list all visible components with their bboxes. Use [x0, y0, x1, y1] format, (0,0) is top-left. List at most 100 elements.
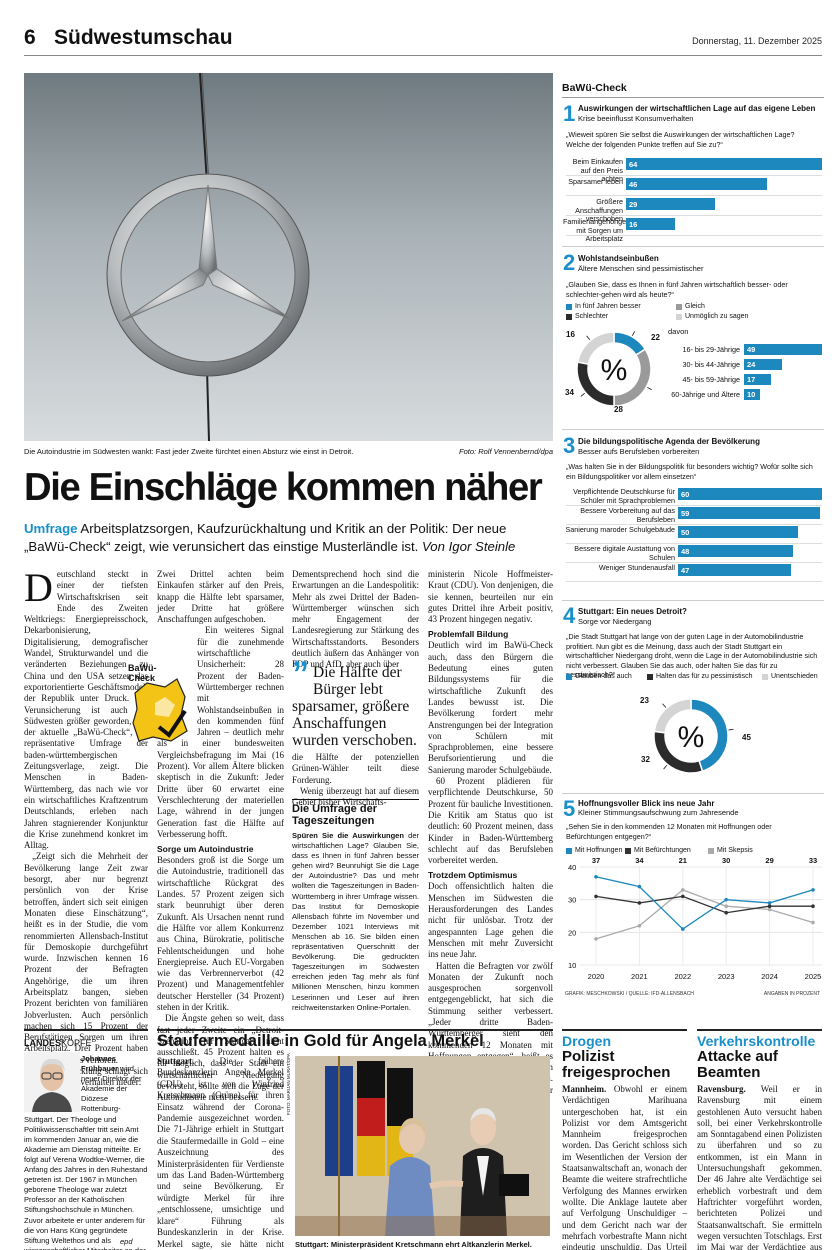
- issue-date: Donnerstag, 11. Dezember 2025: [692, 36, 822, 46]
- section-title: Hoffnungsvoller Blick ins neue Jahr: [578, 799, 715, 808]
- drogen-kicker: Drogen: [562, 1033, 611, 1049]
- section-number: 1: [563, 101, 576, 126]
- bar-label: 60-Jährige und Ältere: [671, 390, 740, 399]
- paragraph: Zwei Drittel achten beim Einkaufen stärk…: [157, 569, 284, 625]
- paragraph: Doch offensichtlich halten die Menschen …: [428, 881, 553, 960]
- photo-credit: Foto: Rolf Vennenbernd/dpa: [459, 447, 553, 456]
- y-tick-label: 30: [568, 896, 576, 905]
- source-tag: epd: [120, 1237, 133, 1246]
- x-tick-label: 2025: [805, 972, 822, 981]
- legend-label: Halten das für zu pessimistisch: [656, 673, 753, 680]
- bar: 10: [744, 389, 760, 400]
- paragraph: Besonders groß ist die Sorge um die Auto…: [157, 855, 284, 1012]
- bar-label: Familienangehörige mit Sorgen um Arbeits…: [563, 217, 627, 244]
- section-title: Die bildungspolitische Agenda der Bevölk…: [578, 437, 760, 446]
- legend-swatch: [708, 847, 714, 854]
- divider: [562, 429, 824, 430]
- paragraph: die Hälfte der potenziellen Grünen-Wähle…: [292, 752, 419, 785]
- legend-label: Mit Hoffnungen: [575, 847, 623, 854]
- caption-text: Die Autoindustrie im Südwesten wankt: Fa…: [24, 447, 354, 456]
- legend-swatch: [566, 847, 572, 854]
- pie-value-label: 23: [640, 696, 649, 705]
- bar: 48: [678, 545, 794, 557]
- series-line: [595, 889, 814, 940]
- legend-swatch: [566, 673, 572, 680]
- bar: 49: [744, 344, 822, 355]
- pie-leader: [728, 728, 734, 731]
- legend-label: Mit Befürchtungen: [634, 847, 691, 854]
- pie-center-symbol: %: [678, 721, 705, 754]
- y-tick-label: 20: [568, 928, 576, 937]
- bar-label: Verpflichtende Deutschkurse für Schüler …: [573, 487, 675, 505]
- y-tick-label: 10: [568, 961, 576, 970]
- paragraph: 60 Prozent plädieren für verpflichtende …: [428, 776, 553, 866]
- section-number: 2: [563, 250, 576, 275]
- legend-swatch: [762, 673, 768, 680]
- pie-value-label: 22: [651, 333, 660, 342]
- bar: 60: [678, 488, 822, 500]
- merkel-story-text: Stuttgart. Die frühere Bundeskanzlerin A…: [157, 1056, 284, 1250]
- x-tick-label: 2023: [718, 972, 735, 981]
- pie-value-label: 32: [641, 755, 650, 764]
- bar: 59: [678, 507, 820, 519]
- x-tick-label: 2021: [631, 972, 648, 981]
- quote-mark-icon: ”: [292, 655, 309, 693]
- series-line: [595, 895, 813, 914]
- data-point: [811, 888, 815, 892]
- legend-label: Mit Skepsis: [717, 847, 753, 854]
- bar-label: Sanierung maroder Schulgebäude: [565, 525, 676, 534]
- paragraph: eutschland steckt in einer der tiefsten …: [24, 569, 148, 851]
- bar-label: Bessere digitale Austattung von Schulen: [574, 544, 675, 562]
- survey-box-title: Die Umfrage der Tageszeitungen: [292, 803, 377, 827]
- legend-swatch: [676, 303, 682, 310]
- divider: [562, 600, 824, 601]
- legend-swatch: [676, 313, 682, 320]
- legend-label: Gleich: [685, 303, 705, 310]
- bar-label: Beim Einkaufen auf den Preis achten: [572, 157, 623, 184]
- photo-caption: Die Autoindustrie im Südwesten wankt: Fa…: [24, 447, 553, 456]
- legend-item: Mit Befürchtungen: [625, 847, 691, 854]
- bar-label: 30- bis 44-Jährige: [682, 360, 740, 369]
- merkel-photo: [295, 1056, 550, 1236]
- subheading: Trotzdem Optimismus: [428, 870, 518, 881]
- paragraph: Ein weiteres Signal für die zunehmende w…: [157, 625, 284, 839]
- survey-box-lead: Spüren Sie die Auswirkungen: [292, 831, 404, 840]
- legend-label: Unmöglich zu sagen: [685, 313, 749, 320]
- graphic-credit: GRAFIK: MESCHKOWSKI / QUELLE: IFD-ALLENS…: [565, 991, 694, 997]
- pie-leader: [662, 703, 667, 708]
- section-subtitle: Ältere Menschen sind pessimistischer: [578, 264, 704, 273]
- paragraph: Dementsprechend hoch sind die Erwartunge…: [292, 569, 419, 670]
- pie-leader: [663, 765, 668, 770]
- section-question: „Was halten Sie in der Bildungspolitik f…: [566, 462, 813, 481]
- pie-slice: [653, 698, 692, 734]
- section-question: „Sehen Sie in den kommenden 12 Monaten m…: [566, 822, 772, 841]
- verkehr-text: Ravensburg. Weil er in Ravensburg mit ei…: [697, 1084, 822, 1250]
- bar: 17: [744, 374, 772, 385]
- data-label: 30: [722, 856, 730, 865]
- gridline: [566, 581, 822, 582]
- merkel-photo-caption: Stuttgart: Ministerpräsident Kretschmann…: [295, 1240, 532, 1249]
- section-title: Stuttgart: Ein neues Detroit?: [578, 607, 687, 616]
- legend-label: Schlechter: [575, 313, 609, 320]
- x-tick-label: 2024: [761, 972, 778, 981]
- pie-slice: [576, 361, 615, 407]
- data-label: 29: [765, 856, 773, 865]
- article-column-3: Dementsprechend hoch sind die Erwartunge…: [292, 569, 419, 671]
- gridline: [566, 505, 822, 506]
- divider: [562, 793, 824, 794]
- drogen-text: Mannheim. Obwohl er einem Verdächtigen M…: [562, 1084, 687, 1250]
- data-point: [811, 920, 815, 925]
- data-point: [594, 894, 598, 899]
- legend-label: Unentschieden: [771, 673, 818, 680]
- legend-item: Halten das für zu pessimistisch: [647, 673, 752, 680]
- logo-text: BaWü- Check: [128, 663, 157, 683]
- data-label: 33: [809, 856, 817, 865]
- rule: [157, 1029, 553, 1031]
- legend-swatch: [566, 303, 572, 310]
- pie-leader: [586, 335, 591, 340]
- data-point: [724, 904, 728, 908]
- gridline: [566, 175, 822, 176]
- drop-cap: D: [24, 565, 53, 610]
- series-line: [595, 876, 814, 930]
